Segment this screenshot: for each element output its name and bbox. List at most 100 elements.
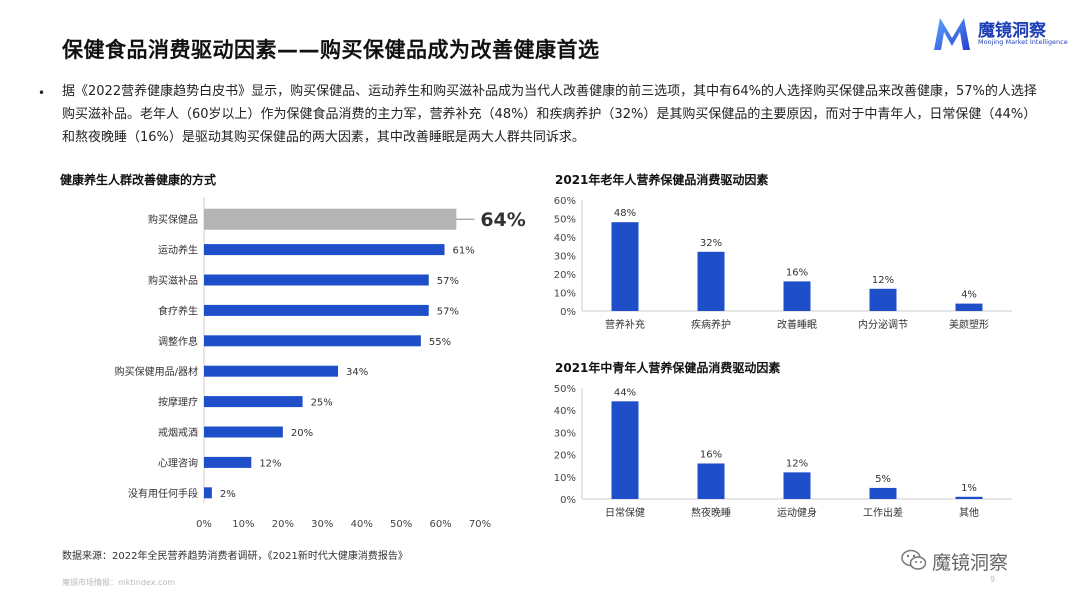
- chart1-title: 健康养生人群改善健康的方式: [60, 173, 217, 187]
- x-tick-label: 0%: [196, 519, 212, 530]
- bar: [204, 304, 429, 316]
- data-label: 2%: [220, 489, 236, 500]
- data-label: 57%: [437, 276, 459, 287]
- category-label: 美颜塑形: [949, 318, 989, 331]
- bar: [204, 365, 339, 377]
- category-label: 食疗养生: [158, 304, 198, 317]
- page-title: 保健食品消费驱动因素——购买保健品成为改善健康首选: [62, 38, 600, 62]
- category-label: 内分泌调节: [858, 318, 908, 331]
- bar: [697, 463, 725, 499]
- data-source: 数据来源：2022年全民营养趋势消费者调研，《2021新时代大健康消费报告》: [62, 551, 408, 562]
- brand-logo: 魔镜洞察 Moojing Market Intelligence: [930, 14, 1068, 54]
- bar: [204, 335, 421, 347]
- data-label: 34%: [346, 367, 368, 378]
- x-tick-label: 30%: [311, 519, 333, 530]
- y-tick-label: 50%: [554, 384, 576, 395]
- logo-m-icon: [934, 18, 970, 50]
- y-tick-label: 50%: [554, 215, 576, 226]
- logo-name: 魔镜洞察: [978, 21, 1046, 41]
- footer-site[interactable]: 魔镜市场情报：mktindex.com: [62, 578, 176, 587]
- y-tick-label: 30%: [554, 428, 576, 439]
- category-label: 心理咨询: [158, 456, 198, 469]
- category-label: 日常保健: [605, 506, 645, 519]
- category-label: 其他: [959, 506, 979, 519]
- x-tick-label: 20%: [272, 519, 294, 530]
- bar: [783, 472, 811, 499]
- y-tick-label: 60%: [554, 196, 576, 207]
- data-label: 57%: [437, 306, 459, 317]
- bar: [204, 426, 283, 438]
- summary-paragraph: 据《2022营养健康趋势白皮书》显示，购买保健品、运动养生和购买滋补品成为当代人…: [62, 84, 1037, 145]
- y-tick-label: 0%: [560, 307, 576, 318]
- data-label: 16%: [700, 449, 722, 460]
- category-label: 工作出差: [863, 506, 903, 519]
- x-tick-label: 10%: [232, 519, 254, 530]
- category-label: 运动养生: [158, 244, 198, 257]
- data-label: 12%: [786, 458, 808, 469]
- watermark: 魔镜洞察: [900, 548, 1008, 574]
- data-label: 32%: [700, 238, 722, 249]
- category-label: 购买滋补品: [148, 274, 198, 287]
- data-label: 12%: [259, 458, 281, 469]
- bullet-marker: •: [38, 86, 46, 100]
- chart-methods: 购买保健品 64% 运动养生 61% 购买滋补品 57% 食疗养生 57% 调整作息 55% 购买保…: [115, 197, 526, 530]
- bar: [204, 487, 212, 499]
- data-label: 4%: [961, 290, 977, 301]
- category-label: 运动健身: [777, 506, 817, 519]
- category-label: 按摩理疗: [158, 396, 198, 409]
- bar: [204, 456, 252, 468]
- data-label: 48%: [614, 208, 636, 219]
- category-label: 购买保健品: [148, 213, 198, 226]
- chart-elderly: 0% 10% 20% 30% 40% 50% 60% 48% 营养补充 32% 疾病养护 16% 改善睡…: [554, 196, 1012, 331]
- bar: [611, 222, 639, 311]
- data-label: 12%: [872, 275, 894, 286]
- y-tick-label: 40%: [554, 233, 576, 244]
- y-tick-label: 10%: [554, 473, 576, 484]
- category-label: 疾病养护: [691, 318, 731, 331]
- y-tick-label: 0%: [560, 495, 576, 506]
- bar: [955, 303, 983, 311]
- bar: [204, 396, 303, 408]
- chart-young: 0% 10% 20% 30% 40% 50% 44% 日常保健 16% 熬夜晚睡 12% 运动健身 5%…: [554, 384, 1012, 519]
- y-tick-label: 30%: [554, 252, 576, 263]
- bar: [204, 244, 445, 256]
- wechat-icon: [901, 549, 927, 570]
- bar: [869, 288, 897, 311]
- data-label: 61%: [453, 246, 475, 257]
- data-label: 55%: [429, 337, 451, 348]
- x-tick-label: 40%: [351, 519, 373, 530]
- category-label: 戒烟戒酒: [158, 426, 198, 439]
- category-label: 营养补充: [605, 318, 645, 331]
- chart2-title: 2021年老年人营养保健品消费驱动因素: [555, 173, 769, 187]
- watermark-text: 魔镜洞察: [932, 552, 1009, 574]
- bar: [611, 401, 639, 499]
- y-tick-label: 10%: [554, 289, 576, 300]
- category-label: 改善睡眠: [777, 318, 817, 331]
- x-tick-label: 70%: [469, 519, 491, 530]
- bar: [869, 487, 897, 499]
- bar: [697, 251, 725, 311]
- logo-subtitle: Moojing Market Intelligence: [978, 38, 1068, 46]
- data-label: 25%: [311, 398, 333, 409]
- category-label: 购买保健用品/器材: [115, 365, 198, 378]
- data-label: 44%: [614, 387, 636, 398]
- data-label: 1%: [961, 483, 977, 494]
- x-tick-label: 60%: [429, 519, 451, 530]
- category-label: 调整作息: [158, 335, 198, 348]
- bar: [955, 496, 983, 499]
- bar: [204, 208, 457, 230]
- data-label: 5%: [875, 474, 891, 485]
- y-tick-label: 20%: [554, 270, 576, 281]
- data-label: 16%: [786, 267, 808, 278]
- data-label: 20%: [291, 428, 313, 439]
- bar: [783, 281, 811, 311]
- x-tick-label: 50%: [390, 519, 412, 530]
- category-label: 熬夜晚睡: [691, 506, 731, 519]
- category-label: 没有用任何手段: [128, 487, 198, 500]
- data-label: 64%: [480, 209, 525, 231]
- chart3-title: 2021年中青年人营养保健品消费驱动因素: [555, 361, 781, 375]
- page-number: 9: [990, 575, 996, 584]
- y-tick-label: 40%: [554, 406, 576, 417]
- y-tick-label: 20%: [554, 451, 576, 462]
- bar: [204, 274, 429, 286]
